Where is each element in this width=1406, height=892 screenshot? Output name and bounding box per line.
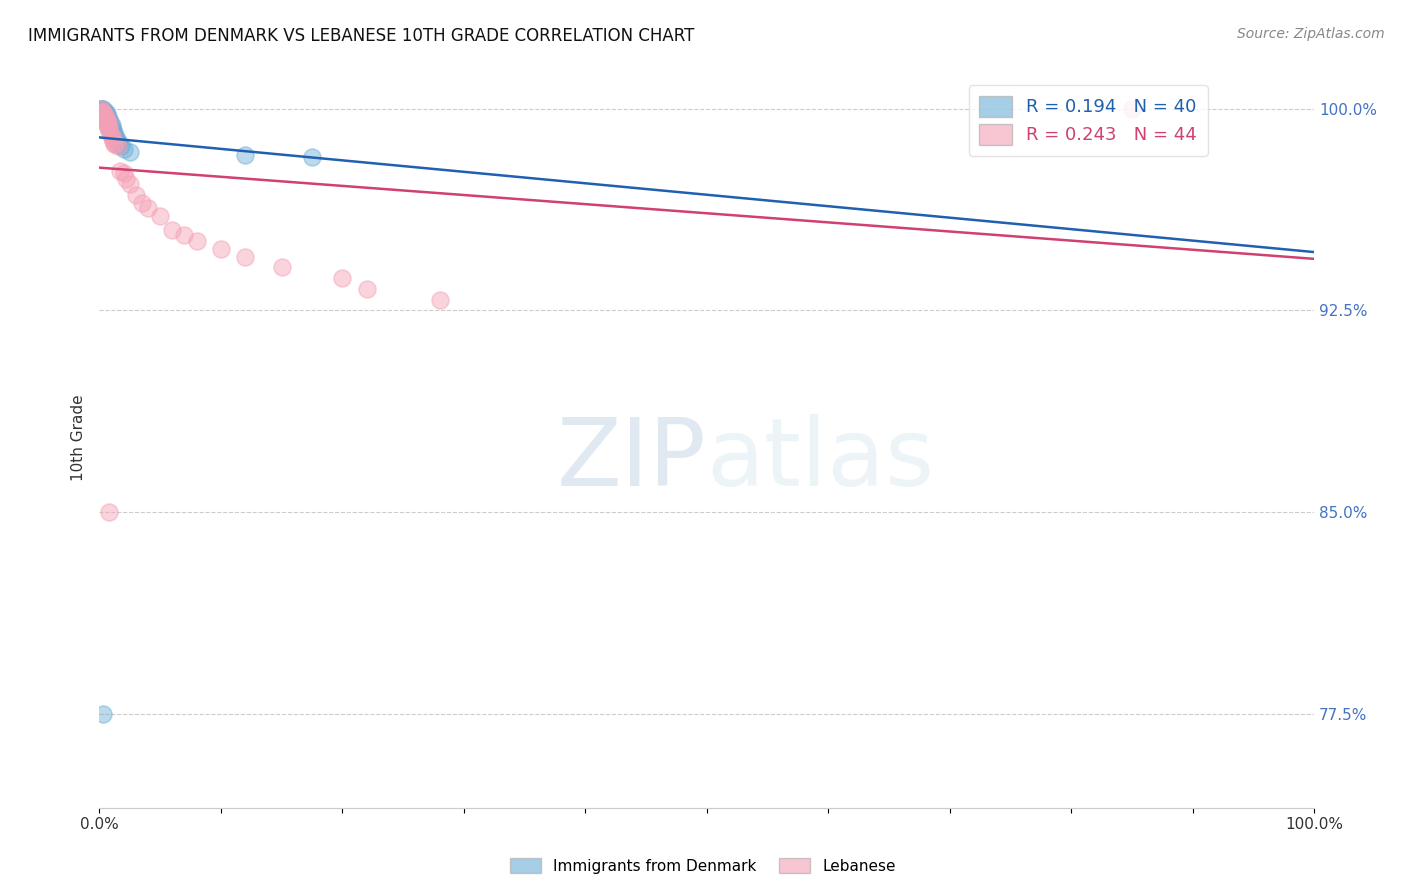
Point: [91, 107, 114, 121]
Point: [90, 102, 112, 116]
Point: [233, 250, 256, 264]
Point: [98, 118, 121, 132]
Point: [100, 120, 122, 135]
Point: [98, 123, 121, 137]
Point: [112, 142, 135, 156]
Point: [91, 104, 114, 119]
Point: [429, 293, 451, 307]
Point: [93, 110, 115, 124]
Point: [91, 110, 114, 124]
Point: [98, 115, 121, 129]
Point: [301, 150, 323, 164]
Text: Source: ZipAtlas.com: Source: ZipAtlas.com: [1237, 27, 1385, 41]
Point: [108, 163, 131, 178]
Point: [103, 126, 125, 140]
Text: IMMIGRANTS FROM DENMARK VS LEBANESE 10TH GRADE CORRELATION CHART: IMMIGRANTS FROM DENMARK VS LEBANESE 10TH…: [28, 27, 695, 45]
Point: [97, 115, 120, 129]
Point: [94, 110, 117, 124]
Point: [94, 112, 117, 127]
Point: [136, 202, 159, 216]
Point: [118, 145, 141, 159]
Point: [112, 166, 135, 180]
Point: [97, 110, 120, 124]
Point: [97, 120, 120, 135]
Point: [233, 147, 256, 161]
Point: [125, 187, 148, 202]
Point: [1121, 102, 1143, 116]
Point: [270, 260, 292, 275]
Point: [100, 118, 122, 132]
Point: [100, 131, 122, 145]
Text: ZIP: ZIP: [557, 414, 707, 507]
Point: [131, 195, 153, 210]
Point: [96, 118, 118, 132]
Point: [108, 136, 131, 151]
Point: [101, 123, 124, 137]
Point: [98, 112, 121, 127]
Point: [98, 126, 121, 140]
Point: [105, 131, 128, 145]
Point: [100, 128, 122, 143]
Point: [149, 210, 172, 224]
Legend: Immigrants from Denmark, Lebanese: Immigrants from Denmark, Lebanese: [505, 852, 901, 880]
Point: [162, 223, 184, 237]
Point: [186, 234, 208, 248]
Y-axis label: 10th Grade: 10th Grade: [72, 395, 86, 482]
Text: atlas: atlas: [707, 414, 935, 507]
Point: [118, 177, 141, 191]
Point: [91, 706, 114, 721]
Legend: R = 0.194   N = 40, R = 0.243   N = 44: R = 0.194 N = 40, R = 0.243 N = 44: [969, 85, 1208, 155]
Point: [90, 107, 112, 121]
Point: [103, 136, 125, 151]
Point: [90, 104, 112, 119]
Point: [93, 107, 115, 121]
Point: [93, 112, 115, 127]
Point: [110, 139, 132, 153]
Point: [90, 107, 112, 121]
Point: [96, 115, 118, 129]
Point: [96, 112, 118, 127]
Point: [96, 112, 118, 127]
Point: [209, 242, 232, 256]
Point: [90, 104, 112, 119]
Point: [91, 102, 114, 116]
Point: [332, 271, 354, 285]
Point: [91, 110, 114, 124]
Point: [98, 118, 121, 132]
Point: [96, 107, 118, 121]
Point: [104, 128, 127, 143]
Point: [90, 102, 112, 116]
Point: [115, 171, 138, 186]
Point: [97, 115, 120, 129]
Point: [101, 134, 124, 148]
Point: [107, 139, 129, 153]
Point: [90, 102, 112, 116]
Point: [90, 104, 112, 119]
Point: [98, 120, 121, 135]
Point: [173, 228, 195, 243]
Point: [94, 115, 117, 129]
Point: [90, 104, 112, 119]
Point: [98, 505, 121, 519]
Point: [356, 282, 378, 296]
Point: [107, 134, 129, 148]
Point: [93, 107, 115, 121]
Point: [94, 104, 117, 119]
Point: [93, 104, 115, 119]
Point: [104, 136, 127, 151]
Point: [91, 107, 114, 121]
Point: [94, 112, 117, 127]
Point: [94, 110, 117, 124]
Point: [91, 104, 114, 119]
Point: [93, 112, 115, 127]
Point: [90, 102, 112, 116]
